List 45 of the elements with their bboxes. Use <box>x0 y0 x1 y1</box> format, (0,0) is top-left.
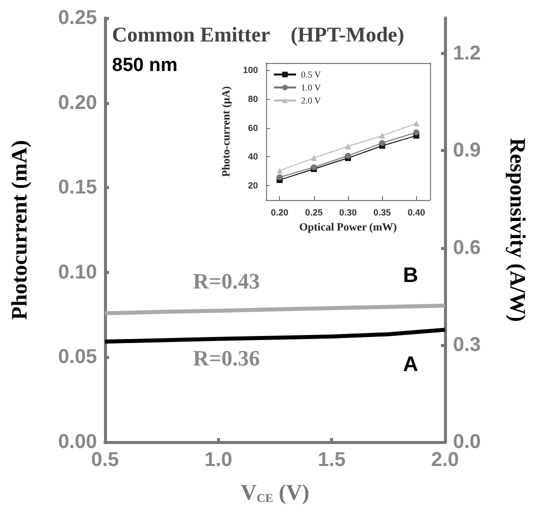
point <box>310 155 317 162</box>
y2-tick-label: 0.9 <box>453 140 481 162</box>
y-tick-label: 40 <box>248 152 258 162</box>
y-tick-label: 0.25 <box>58 7 97 29</box>
y2-tick-label: 0.3 <box>453 334 481 356</box>
annotation: R=0.36 <box>193 346 260 370</box>
point <box>345 143 351 150</box>
point <box>345 152 351 159</box>
legend-label: 0.5 V <box>301 70 322 80</box>
y-tick-label: 0.05 <box>58 346 97 368</box>
series-label: B <box>403 264 418 288</box>
x-tick-label: 0.30 <box>339 208 357 218</box>
x-axis-title: Optical Power (mW) <box>299 221 398 234</box>
point <box>413 120 420 126</box>
x-tick-label: 0.20 <box>270 208 288 218</box>
y-axis-title: Photo-current (μA) <box>220 86 233 177</box>
point <box>379 132 386 139</box>
y-tick-label: 0.10 <box>58 261 97 284</box>
y-tick-label: 60 <box>248 122 258 133</box>
y-tick-label: 100 <box>242 65 258 76</box>
line-series <box>103 304 447 316</box>
x-tick-label: 0.35 <box>373 208 391 218</box>
annotation: 850 nm <box>112 55 178 76</box>
y2-tick-label: 0.6 <box>453 236 481 259</box>
point <box>413 129 420 136</box>
y-tick-label: 20 <box>248 180 258 191</box>
point <box>276 174 283 180</box>
y-tick-label: 80 <box>248 94 258 104</box>
y2-tick-label: 1.2 <box>453 42 481 65</box>
point <box>379 140 386 146</box>
legend-label: 2.0 V <box>301 96 322 106</box>
annotation: Common Emitter (HPT-Mode) <box>112 22 404 46</box>
y-tick-label: 0.20 <box>58 92 97 114</box>
series-label: A <box>403 353 418 376</box>
annotation: R=0.43 <box>193 268 260 294</box>
x-tick-label: 1.5 <box>318 449 346 471</box>
x-tick-label: 0.40 <box>408 208 426 218</box>
legend-label: 1.0 V <box>301 82 322 92</box>
x-tick-label: 0.25 <box>305 208 323 218</box>
y-axis-title: Photocurrent (mA) <box>6 140 32 320</box>
point <box>276 168 283 174</box>
y-tick-label: 0.15 <box>58 176 97 199</box>
line-series <box>103 328 447 344</box>
x-tick-label: 1.0 <box>204 449 232 471</box>
y2-axis-title: Responsivity (A/W) <box>506 138 530 322</box>
